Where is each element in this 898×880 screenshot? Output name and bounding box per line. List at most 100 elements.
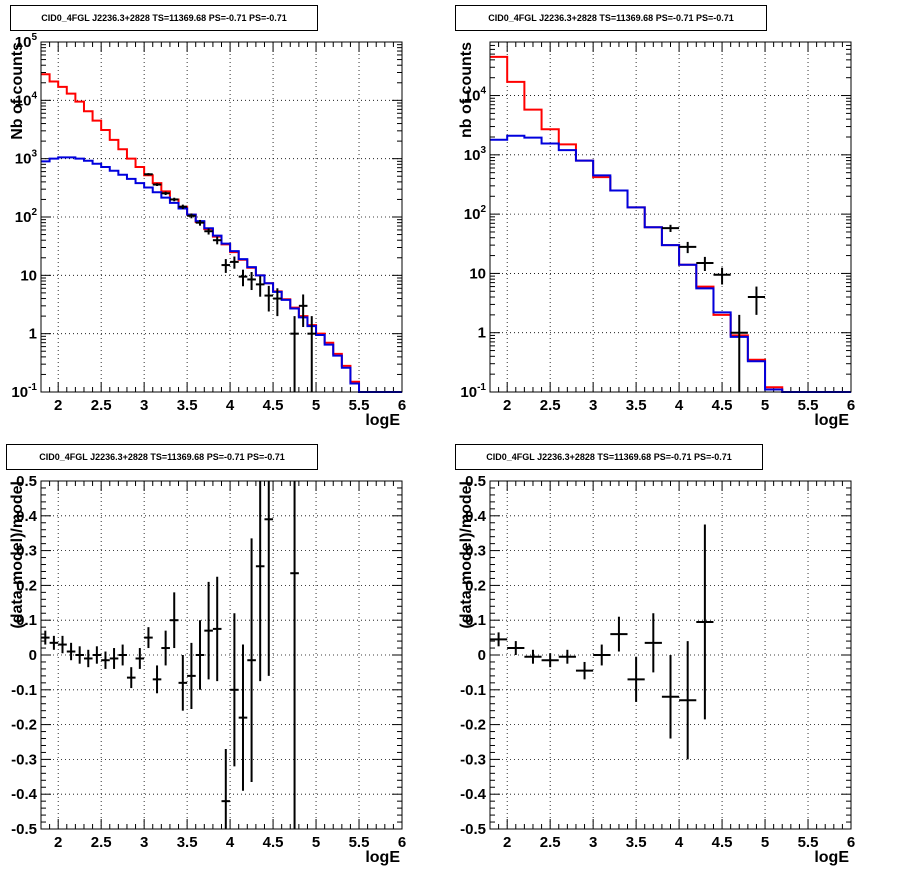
data-point	[118, 644, 127, 666]
x-tick-label: 4.5	[263, 834, 284, 851]
data-point	[558, 649, 576, 664]
data-point	[178, 204, 188, 210]
y-tick-label: -0.1	[11, 682, 37, 699]
y-tick-label: -0.5	[11, 821, 37, 838]
y-tick-label: 103	[464, 145, 487, 164]
x-tick-label: 3.5	[177, 834, 198, 851]
x-axis-label: logE	[365, 849, 400, 866]
data-point	[152, 183, 162, 186]
data-point	[204, 228, 213, 235]
plot-frame	[40, 480, 403, 830]
x-tick-label: 3	[140, 834, 148, 851]
data-point	[255, 276, 265, 297]
x-tick-label: 2	[54, 397, 62, 414]
y-tick-label: 105	[15, 32, 38, 51]
pad-top-left: CID0_4FGL J2236.3+2828 TS=11369.68 PS=-0…	[0, 0, 449, 438]
x-tick-label: 4	[226, 834, 235, 851]
chart-title: CID0_4FGL J2236.3+2828 TS=11369.68 PS=-0…	[455, 444, 763, 470]
x-tick-label: 5.5	[349, 397, 370, 414]
data-point	[298, 294, 308, 328]
data-point	[49, 635, 59, 650]
y-tick-label: -0.2	[11, 717, 37, 734]
y-tick-label: -0.3	[460, 751, 486, 768]
data-point	[273, 288, 282, 317]
x-tick-label: 2	[54, 834, 62, 851]
data-point	[109, 648, 119, 669]
data-point	[290, 481, 299, 829]
data-point	[610, 616, 628, 652]
x-tick-label: 3.5	[626, 834, 647, 851]
data-point	[169, 592, 179, 649]
counts-histogram-chart: 2 2.5 3 3.5 4 4.5 5 5.5 6 10-1 1 10 102 103 104 105 logE…	[9, 32, 406, 429]
data-point	[58, 635, 67, 654]
y-tick-label: 0.4	[465, 508, 487, 525]
data-point	[290, 316, 299, 392]
y-tick-label: -0.4	[460, 786, 487, 803]
pad-top-right: CID0_4FGL J2236.3+2828 TS=11369.68 PS=-0…	[449, 0, 898, 438]
data-point	[238, 269, 248, 287]
y-tick-label: 0.4	[16, 508, 38, 525]
data-point	[713, 267, 731, 285]
data-point	[524, 649, 542, 664]
data-point	[152, 665, 162, 694]
x-tick-label: 2.5	[91, 397, 112, 414]
data-point	[187, 642, 196, 709]
x-tick-label: 5	[312, 397, 320, 414]
chart-title: CID0_4FGL J2236.3+2828 TS=11369.68 PS=-0…	[455, 5, 767, 31]
data-point	[41, 630, 50, 645]
histogram-step-line	[41, 156, 402, 393]
x-axis-label: logE	[365, 412, 400, 429]
x-tick-label: 3.5	[177, 397, 198, 414]
data-point	[541, 653, 559, 668]
x-tick-label: 2.5	[91, 834, 112, 851]
data-point	[230, 256, 239, 269]
y-tick-label: -0.3	[11, 751, 37, 768]
data-point	[195, 219, 205, 226]
y-tick-label: 104	[15, 90, 38, 109]
y-tick-label: 1	[478, 325, 486, 342]
data-point	[661, 655, 680, 739]
data-point	[135, 648, 145, 669]
x-axis-label: logE	[814, 412, 849, 429]
data-point	[161, 191, 170, 196]
x-tick-label: 5	[761, 834, 769, 851]
y-axis-label: (data-model)/model	[9, 481, 26, 629]
data-point	[204, 581, 213, 680]
data-point	[212, 576, 222, 682]
data-point	[221, 259, 231, 273]
y-tick-label: 0	[478, 647, 486, 664]
x-tick-label: 3	[589, 834, 597, 851]
data-point	[679, 241, 697, 254]
data-point	[696, 256, 714, 271]
pad-bottom-right: CID0_4FGL J2236.3+2828 TS=11369.68 PS=-0…	[449, 438, 898, 875]
y-tick-label: 0.3	[465, 543, 486, 560]
x-tick-label: 6	[847, 834, 855, 851]
data-point	[264, 481, 274, 676]
data-point	[195, 620, 205, 690]
x-tick-label: 2.5	[540, 834, 561, 851]
x-tick-label: 6	[398, 834, 406, 851]
plot-frame	[489, 480, 852, 830]
data-point	[212, 236, 222, 245]
data-point	[593, 644, 611, 666]
y-tick-label: 1	[29, 326, 37, 343]
counts-histogram-chart: 2 2.5 3 3.5 4 4.5 5 5.5 6 10-1 1 10 102 103 104 logE nb …	[458, 41, 855, 429]
data-point	[696, 524, 714, 720]
y-axis-label: Nb of counts	[9, 42, 26, 140]
y-tick-label: 10-1	[11, 382, 37, 401]
pad-bottom-left: CID0_4FGL J2236.3+2828 TS=11369.68 PS=-0…	[0, 438, 449, 875]
y-tick-label: 10-1	[460, 382, 486, 401]
x-tick-label: 2	[503, 397, 511, 414]
y-axis-label: (data-model)/model	[458, 481, 475, 629]
y-tick-label: 0	[29, 647, 37, 664]
histogram-step-line	[490, 55, 851, 393]
histogram-step-line	[490, 134, 851, 393]
y-tick-label: 104	[464, 86, 487, 105]
x-tick-label: 4.5	[263, 397, 284, 414]
x-tick-label: 2.5	[540, 397, 561, 414]
y-axis-label: nb of counts	[458, 42, 475, 138]
x-tick-label: 6	[398, 397, 406, 414]
data-point	[126, 667, 136, 689]
x-tick-label: 5.5	[798, 397, 819, 414]
histogram-step-line	[41, 73, 402, 393]
